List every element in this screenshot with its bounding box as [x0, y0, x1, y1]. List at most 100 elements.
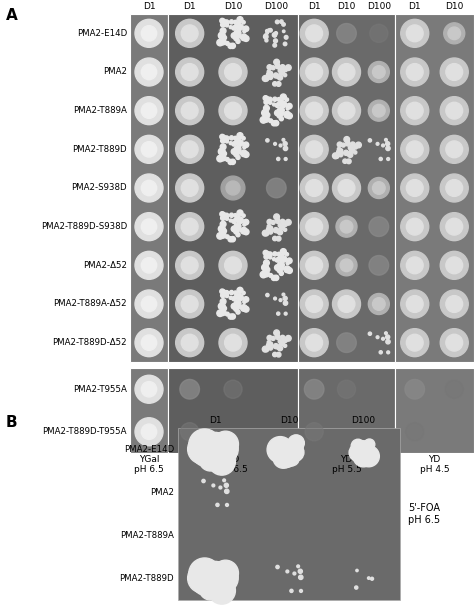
Circle shape	[237, 293, 240, 296]
Circle shape	[276, 74, 280, 79]
Circle shape	[135, 329, 163, 357]
Circle shape	[224, 380, 242, 398]
Text: PMA2-T889D-T955A: PMA2-T889D-T955A	[43, 427, 127, 436]
Circle shape	[234, 300, 241, 307]
Circle shape	[440, 213, 468, 241]
Circle shape	[208, 577, 236, 604]
Circle shape	[229, 142, 232, 145]
Circle shape	[274, 330, 280, 336]
Circle shape	[202, 561, 228, 588]
Circle shape	[283, 30, 285, 33]
Circle shape	[181, 218, 198, 235]
Circle shape	[349, 444, 366, 461]
Circle shape	[264, 255, 269, 259]
Circle shape	[219, 97, 247, 125]
Circle shape	[265, 113, 270, 117]
Circle shape	[285, 335, 291, 341]
Circle shape	[220, 221, 226, 227]
Circle shape	[207, 433, 238, 465]
Circle shape	[401, 290, 429, 318]
Circle shape	[306, 64, 323, 80]
Bar	[298, 368, 395, 453]
Circle shape	[277, 157, 280, 160]
Circle shape	[284, 157, 287, 160]
Circle shape	[219, 486, 222, 489]
Text: YD
pH 5.5: YD pH 5.5	[332, 455, 361, 474]
Circle shape	[368, 332, 372, 335]
Circle shape	[216, 503, 219, 506]
Text: PMA2-T889A: PMA2-T889A	[73, 106, 127, 115]
Circle shape	[406, 141, 423, 158]
Circle shape	[232, 296, 236, 301]
Text: D100: D100	[264, 2, 288, 11]
Circle shape	[225, 335, 241, 351]
Circle shape	[260, 271, 267, 278]
Circle shape	[210, 439, 232, 460]
Circle shape	[280, 256, 287, 263]
Text: D1: D1	[308, 2, 320, 11]
Circle shape	[401, 251, 429, 280]
Circle shape	[356, 440, 371, 457]
Circle shape	[306, 257, 323, 273]
Circle shape	[176, 58, 204, 86]
Circle shape	[223, 137, 226, 140]
Circle shape	[273, 82, 277, 86]
Circle shape	[269, 274, 272, 277]
Circle shape	[336, 255, 357, 276]
Circle shape	[219, 149, 225, 155]
Circle shape	[220, 155, 226, 161]
Circle shape	[240, 227, 247, 234]
Circle shape	[223, 21, 226, 24]
Circle shape	[282, 293, 285, 296]
Circle shape	[401, 213, 429, 241]
Circle shape	[273, 275, 279, 281]
Circle shape	[384, 139, 387, 141]
Circle shape	[371, 577, 374, 580]
Circle shape	[197, 561, 218, 582]
Circle shape	[237, 210, 243, 216]
Circle shape	[229, 20, 234, 24]
Circle shape	[243, 296, 249, 302]
Circle shape	[268, 255, 272, 259]
Circle shape	[268, 343, 272, 347]
Text: D10: D10	[224, 2, 242, 11]
Circle shape	[364, 439, 375, 450]
Circle shape	[220, 22, 225, 27]
Circle shape	[353, 446, 374, 467]
Circle shape	[233, 34, 237, 38]
Circle shape	[243, 142, 249, 148]
Circle shape	[223, 215, 226, 218]
Circle shape	[273, 227, 279, 233]
Circle shape	[280, 341, 284, 345]
Circle shape	[181, 296, 198, 312]
Circle shape	[207, 562, 229, 584]
Circle shape	[265, 267, 270, 272]
Circle shape	[283, 344, 287, 347]
Circle shape	[135, 251, 163, 280]
Circle shape	[225, 257, 241, 273]
Circle shape	[356, 569, 358, 572]
Circle shape	[243, 36, 249, 41]
Circle shape	[346, 159, 351, 164]
Circle shape	[262, 230, 268, 236]
Circle shape	[229, 213, 234, 217]
Circle shape	[406, 180, 423, 197]
Circle shape	[226, 157, 229, 161]
Circle shape	[265, 97, 269, 101]
Circle shape	[286, 107, 289, 110]
Circle shape	[269, 226, 273, 230]
Circle shape	[265, 348, 268, 352]
Circle shape	[225, 102, 241, 119]
Circle shape	[306, 218, 323, 235]
Circle shape	[373, 182, 385, 194]
Circle shape	[337, 149, 342, 154]
Circle shape	[337, 142, 342, 147]
Circle shape	[276, 220, 280, 223]
Bar	[130, 14, 168, 362]
Circle shape	[264, 34, 266, 36]
Circle shape	[273, 103, 275, 106]
Circle shape	[232, 219, 236, 223]
Text: PMA2: PMA2	[150, 488, 174, 497]
Circle shape	[280, 94, 286, 100]
Circle shape	[271, 120, 276, 126]
